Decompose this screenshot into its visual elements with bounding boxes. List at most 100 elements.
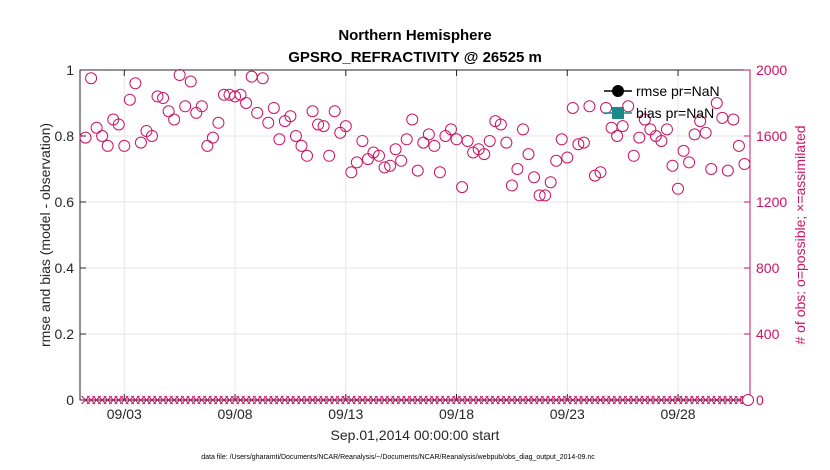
x-tick-label: 09/08 xyxy=(218,406,253,422)
possible-obs-point xyxy=(544,176,557,189)
possible-obs-point xyxy=(356,134,369,147)
possible-obs-point xyxy=(505,179,518,192)
possible-obs-point xyxy=(616,120,629,133)
possible-obs-point xyxy=(633,131,646,144)
x-axis-label: Sep.01,2014 00:00:00 start xyxy=(331,427,500,443)
possible-obs-point xyxy=(168,113,181,126)
possible-obs-point xyxy=(705,163,718,175)
y-tick-label-right: 400 xyxy=(756,326,780,342)
possible-obs-point xyxy=(212,116,225,129)
possible-obs-point xyxy=(90,121,103,134)
possible-obs-point xyxy=(96,130,109,142)
possible-obs-point xyxy=(317,120,330,133)
y-axis-label-left: rmse and bias (model - observation) xyxy=(37,123,53,347)
y-tick-label-left: 1 xyxy=(66,62,74,78)
possible-obs-point xyxy=(323,149,336,162)
possible-obs-point xyxy=(699,126,712,139)
x-tick-label: 09/03 xyxy=(107,406,142,422)
possible-obs-point xyxy=(350,156,363,169)
possible-obs-point xyxy=(201,139,214,152)
possible-obs-point xyxy=(622,100,635,113)
possible-obs-point xyxy=(611,130,624,142)
possible-obs-point xyxy=(384,159,397,172)
chart-title: Northern Hemisphere xyxy=(338,27,491,44)
y-tick-label-right: 1600 xyxy=(756,128,787,144)
possible-obs-point xyxy=(256,72,269,85)
possible-obs-point xyxy=(428,139,441,152)
possible-obs-point xyxy=(500,136,513,149)
y-tick-label-right: 2000 xyxy=(756,62,787,78)
data-file-footnote: data file: /Users/gharamti/Documents/NCA… xyxy=(201,454,595,461)
possible-obs-point xyxy=(511,163,524,175)
possible-obs-point xyxy=(85,72,98,85)
possible-obs-point xyxy=(694,115,707,128)
possible-obs-point xyxy=(240,97,253,109)
possible-obs-point xyxy=(145,130,158,142)
possible-obs-point xyxy=(422,128,435,141)
possible-obs-point xyxy=(118,139,131,152)
possible-obs-point xyxy=(179,100,192,113)
y-tick-label-left: 0.6 xyxy=(55,194,75,210)
possible-obs-point xyxy=(284,110,297,123)
possible-obs-point xyxy=(732,139,745,152)
legend-rmse-marker xyxy=(612,85,624,97)
possible-obs-point xyxy=(478,148,491,161)
y-tick-label-right: 1200 xyxy=(756,194,787,210)
possible-obs-point xyxy=(655,134,668,147)
possible-obs-point xyxy=(173,68,186,81)
possible-obs-point xyxy=(533,189,546,202)
possible-obs-point xyxy=(594,166,607,179)
legend-rmse-label: rmse pr=NaN xyxy=(636,83,720,99)
possible-obs-point xyxy=(528,171,541,184)
possible-obs-point xyxy=(666,159,679,172)
y-tick-label-right: 800 xyxy=(756,260,780,276)
y-tick-label-left: 0.4 xyxy=(55,260,75,276)
possible-obs-point xyxy=(411,164,424,177)
possible-obs-point xyxy=(134,136,147,149)
possible-obs-point xyxy=(151,90,164,103)
possible-obs-point xyxy=(738,158,751,171)
possible-obs-point xyxy=(721,164,734,177)
possible-obs-point xyxy=(660,123,673,136)
possible-obs-point xyxy=(539,189,552,202)
possible-obs-point xyxy=(378,161,391,174)
possible-obs-point xyxy=(129,77,142,90)
possible-obs-point xyxy=(234,88,247,101)
possible-obs-point xyxy=(516,123,529,136)
possible-obs-point xyxy=(638,113,651,126)
possible-obs-point xyxy=(328,105,341,118)
y-tick-label-left: 0 xyxy=(66,392,74,408)
legend: rmse pr=NaN bias pr=NaN xyxy=(604,83,720,121)
y-tick-label-left: 0.8 xyxy=(55,128,75,144)
legend-item-bias: bias pr=NaN xyxy=(604,105,714,121)
possible-obs-point xyxy=(494,118,507,131)
legend-bias-label: bias pr=NaN xyxy=(636,105,714,121)
possible-obs-point xyxy=(483,134,496,147)
possible-obs-point xyxy=(157,92,170,105)
possible-obs-point xyxy=(373,149,386,162)
y-axis-label-right: # of obs: o=possible; ×=assimilated xyxy=(792,125,808,344)
possible-obs-point xyxy=(289,130,302,142)
x-tick-label: 09/23 xyxy=(550,406,585,422)
possible-obs-point xyxy=(229,90,242,103)
possible-obs-point xyxy=(262,116,275,129)
possible-obs-point xyxy=(444,123,457,136)
y-tick-label-right: 0 xyxy=(756,392,764,408)
axis-ticks: 09/03 09/08 09/13 09/18 09/23 09/28 0 0.2 0.4 0.6… xyxy=(55,62,788,422)
legend-item-rmse: rmse pr=NaN xyxy=(604,83,720,99)
possible-obs-point xyxy=(677,144,690,157)
possible-obs-point xyxy=(710,97,723,109)
possible-obs-point xyxy=(123,93,136,106)
possible-obs-point xyxy=(101,139,114,152)
possible-obs-point xyxy=(461,134,474,147)
possible-obs-point xyxy=(206,131,219,144)
possible-obs-point xyxy=(345,166,358,179)
possible-obs-point xyxy=(583,100,596,113)
possible-obs-point xyxy=(417,136,430,149)
possible-obs-point xyxy=(522,148,535,161)
possible-obs-point xyxy=(561,151,574,164)
possible-obs-point xyxy=(251,106,264,119)
x-tick-label: 09/13 xyxy=(328,406,363,422)
possible-obs-point xyxy=(406,113,419,126)
